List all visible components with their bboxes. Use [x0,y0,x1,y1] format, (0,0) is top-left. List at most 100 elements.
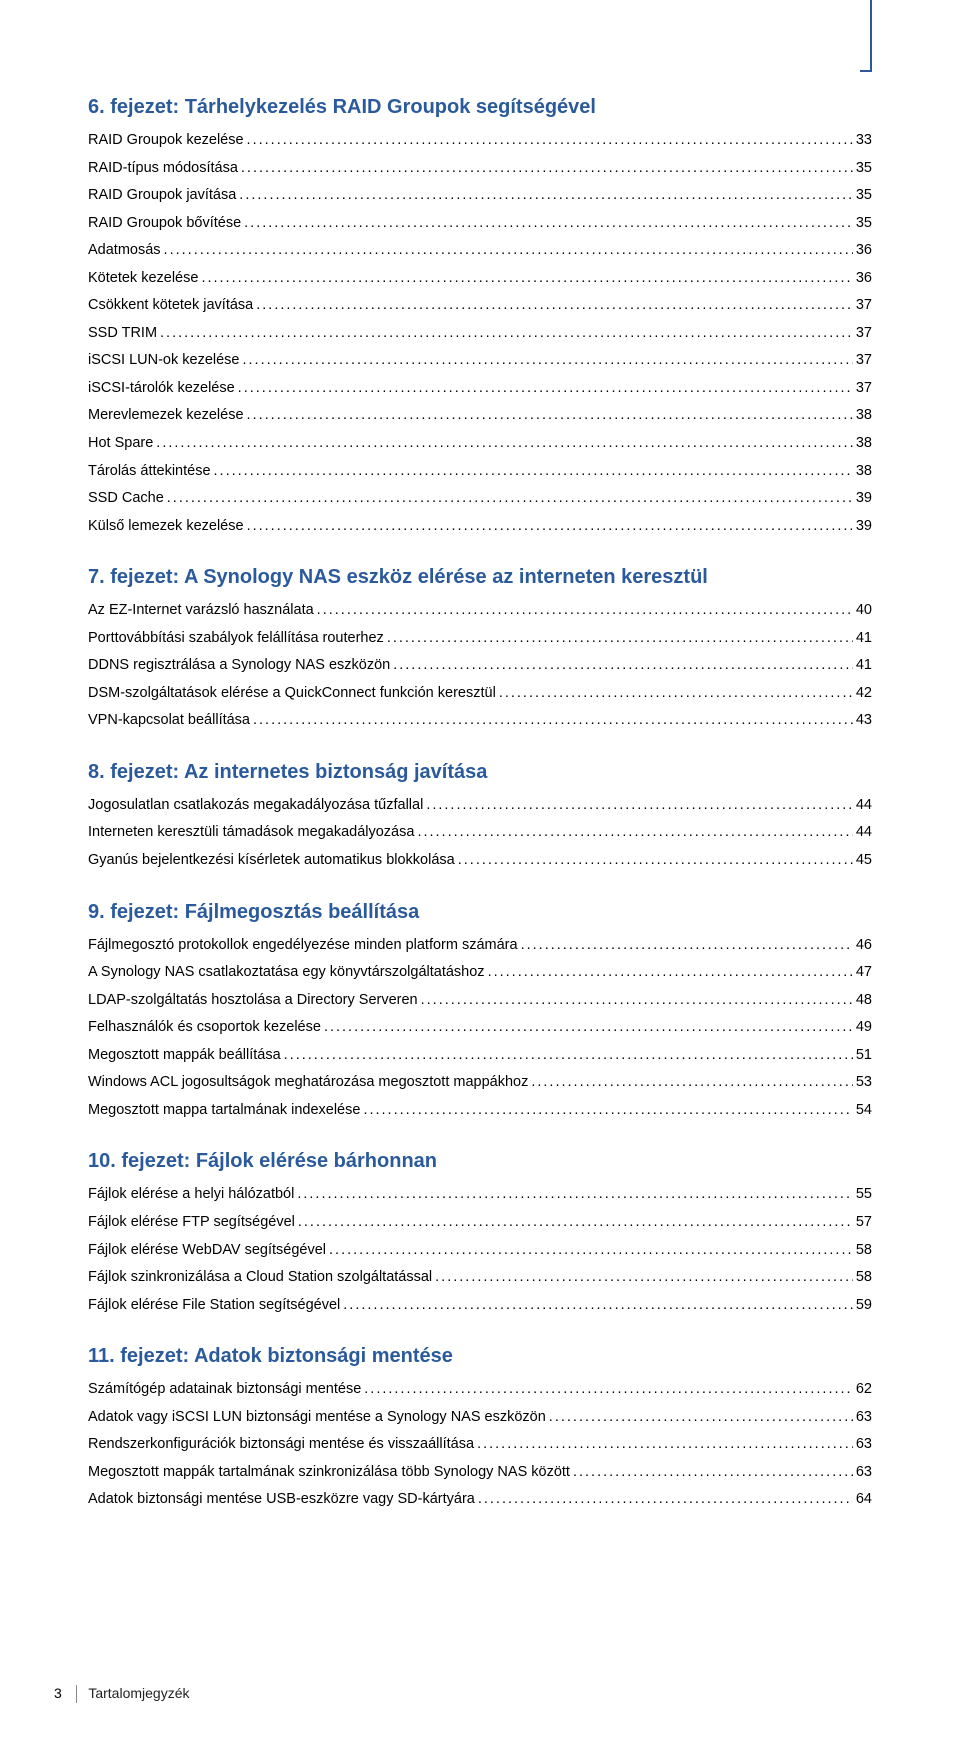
toc-leader-dots [435,1264,853,1292]
toc-entry-page: 37 [856,320,872,348]
toc-leader-dots [329,1237,853,1265]
table-of-contents: 6. fejezet: Tárhelykezelés RAID Groupok … [88,96,872,1514]
toc-entry-label: Fájlok elérése WebDAV segítségével [88,1237,326,1265]
toc-leader-dots [549,1404,853,1432]
toc-entry[interactable]: Adatok biztonsági mentése USB-eszközre v… [88,1486,872,1514]
toc-entry-page: 40 [856,597,872,625]
toc-entry-label: RAID Groupok javítása [88,182,236,210]
toc-entry-page: 38 [856,430,872,458]
toc-entry[interactable]: Jogosulatlan csatlakozás megakadályozása… [88,792,872,820]
toc-entry-page: 63 [856,1431,872,1459]
toc-entry-page: 39 [856,485,872,513]
toc-entry[interactable]: Hot Spare38 [88,430,872,458]
toc-entry-page: 38 [856,402,872,430]
toc-entry-page: 44 [856,819,872,847]
toc-entry[interactable]: Merevlemezek kezelése38 [88,402,872,430]
toc-entry-label: Kötetek kezelése [88,265,198,293]
toc-entry[interactable]: DDNS regisztrálása a Synology NAS eszköz… [88,652,872,680]
toc-entry[interactable]: SSD TRIM 37 [88,320,872,348]
toc-leader-dots [477,1431,853,1459]
toc-entry-label: Fájlok elérése File Station segítségével [88,1292,340,1320]
toc-entry[interactable]: Számítógép adatainak biztonsági mentése6… [88,1376,872,1404]
toc-leader-dots [426,792,853,820]
toc-entry-page: 58 [856,1237,872,1265]
toc-entry-label: Jogosulatlan csatlakozás megakadályozása… [88,792,423,820]
toc-entry[interactable]: RAID Groupok javítása 35 [88,182,872,210]
toc-entry-page: 33 [856,127,872,155]
toc-entry-page: 51 [856,1042,872,1070]
toc-entry-page: 53 [856,1069,872,1097]
toc-entry-page: 36 [856,265,872,293]
toc-entry-label: Porttovábbítási szabályok felállítása ro… [88,625,384,653]
toc-entry-page: 39 [856,513,872,541]
toc-leader-dots [247,513,853,541]
toc-leader-dots [573,1459,853,1487]
toc-entry-page: 35 [856,182,872,210]
toc-entry-label: RAID Groupok bővítése [88,210,241,238]
toc-entry[interactable]: Fájlok elérése a helyi hálózatból55 [88,1181,872,1209]
footer-page-number: 3 [54,1685,62,1701]
toc-entry-label: iSCSI LUN-ok kezelése [88,347,240,375]
toc-entry[interactable]: Fájlok elérése FTP segítségével57 [88,1209,872,1237]
toc-entry[interactable]: SSD Cache 39 [88,485,872,513]
toc-leader-dots [239,182,853,210]
toc-entry-page: 41 [856,652,872,680]
toc-entry[interactable]: Windows ACL jogosultságok meghatározása … [88,1069,872,1097]
toc-leader-dots [393,652,853,680]
toc-leader-dots [160,320,853,348]
toc-entry[interactable]: iSCSI-tárolók kezelése 37 [88,375,872,403]
toc-entry[interactable]: A Synology NAS csatlakoztatása egy könyv… [88,959,872,987]
toc-leader-dots [238,375,853,403]
toc-entry[interactable]: LDAP-szolgáltatás hosztolása a Directory… [88,987,872,1015]
toc-leader-dots [167,485,853,513]
toc-entry[interactable]: Csökkent kötetek javítása37 [88,292,872,320]
toc-leader-dots [247,127,853,155]
toc-entry[interactable]: Kötetek kezelése 36 [88,265,872,293]
toc-entry[interactable]: iSCSI LUN-ok kezelése37 [88,347,872,375]
toc-entry[interactable]: VPN-kapcsolat beállítása43 [88,707,872,735]
toc-leader-dots [156,430,853,458]
toc-leader-dots [256,292,853,320]
toc-entry[interactable]: Fájlok szinkronizálása a Cloud Station s… [88,1264,872,1292]
toc-entry-label: Adatok vagy iSCSI LUN biztonsági mentése… [88,1404,546,1432]
toc-entry[interactable]: Az EZ-Internet varázsló használata40 [88,597,872,625]
document-page: 6. fejezet: Tárhelykezelés RAID Groupok … [0,0,960,1739]
toc-entry-label: SSD Cache [88,485,164,513]
toc-entry-label: iSCSI-tárolók kezelése [88,375,235,403]
toc-entry[interactable]: Adatmosás36 [88,237,872,265]
toc-entry-label: Rendszerkonfigurációk biztonsági mentése… [88,1431,474,1459]
toc-entry[interactable]: Fájlok elérése File Station segítségével… [88,1292,872,1320]
toc-entry-label: SSD TRIM [88,320,157,348]
toc-entry[interactable]: Porttovábbítási szabályok felállítása ro… [88,625,872,653]
section-title: 9. fejezet: Fájlmegosztás beállítása [88,901,872,924]
toc-entry[interactable]: Külső lemezek kezelése39 [88,513,872,541]
toc-entry[interactable]: DSM-szolgáltatások elérése a QuickConnec… [88,680,872,708]
toc-entry-page: 44 [856,792,872,820]
toc-entry[interactable]: Megosztott mappák beállítása51 [88,1042,872,1070]
toc-entry[interactable]: Fájlok elérése WebDAV segítségével 58 [88,1237,872,1265]
toc-entry-page: 47 [856,959,872,987]
toc-entry[interactable]: Megosztott mappa tartalmának indexelése5… [88,1097,872,1125]
toc-entry-page: 37 [856,375,872,403]
toc-entry[interactable]: Felhasználók és csoportok kezelése49 [88,1014,872,1042]
toc-leader-dots [297,1181,853,1209]
toc-entry[interactable]: RAID-típus módosítása35 [88,155,872,183]
toc-entry-label: Fájlok elérése FTP segítségével [88,1209,295,1237]
toc-entry[interactable]: Rendszerkonfigurációk biztonsági mentése… [88,1431,872,1459]
toc-entry[interactable]: RAID Groupok kezelése33 [88,127,872,155]
toc-entry[interactable]: Tárolás áttekintése38 [88,458,872,486]
toc-entry[interactable]: RAID Groupok bővítése35 [88,210,872,238]
toc-entry-page: 43 [856,707,872,735]
toc-entry[interactable]: Fájlmegosztó protokollok engedélyezése m… [88,932,872,960]
toc-entry[interactable]: Gyanús bejelentkezési kísérletek automat… [88,847,872,875]
toc-entry[interactable]: Adatok vagy iSCSI LUN biztonsági mentése… [88,1404,872,1432]
toc-leader-dots [343,1292,853,1320]
toc-entry[interactable]: Megosztott mappák tartalmának szinkroniz… [88,1459,872,1487]
toc-leader-dots [317,597,853,625]
toc-entry-page: 42 [856,680,872,708]
toc-leader-dots [253,707,853,735]
toc-entry-label: Tárolás áttekintése [88,458,211,486]
toc-entry-label: Felhasználók és csoportok kezelése [88,1014,321,1042]
toc-entry[interactable]: Interneten keresztüli támadások megakadá… [88,819,872,847]
toc-entry-page: 41 [856,625,872,653]
